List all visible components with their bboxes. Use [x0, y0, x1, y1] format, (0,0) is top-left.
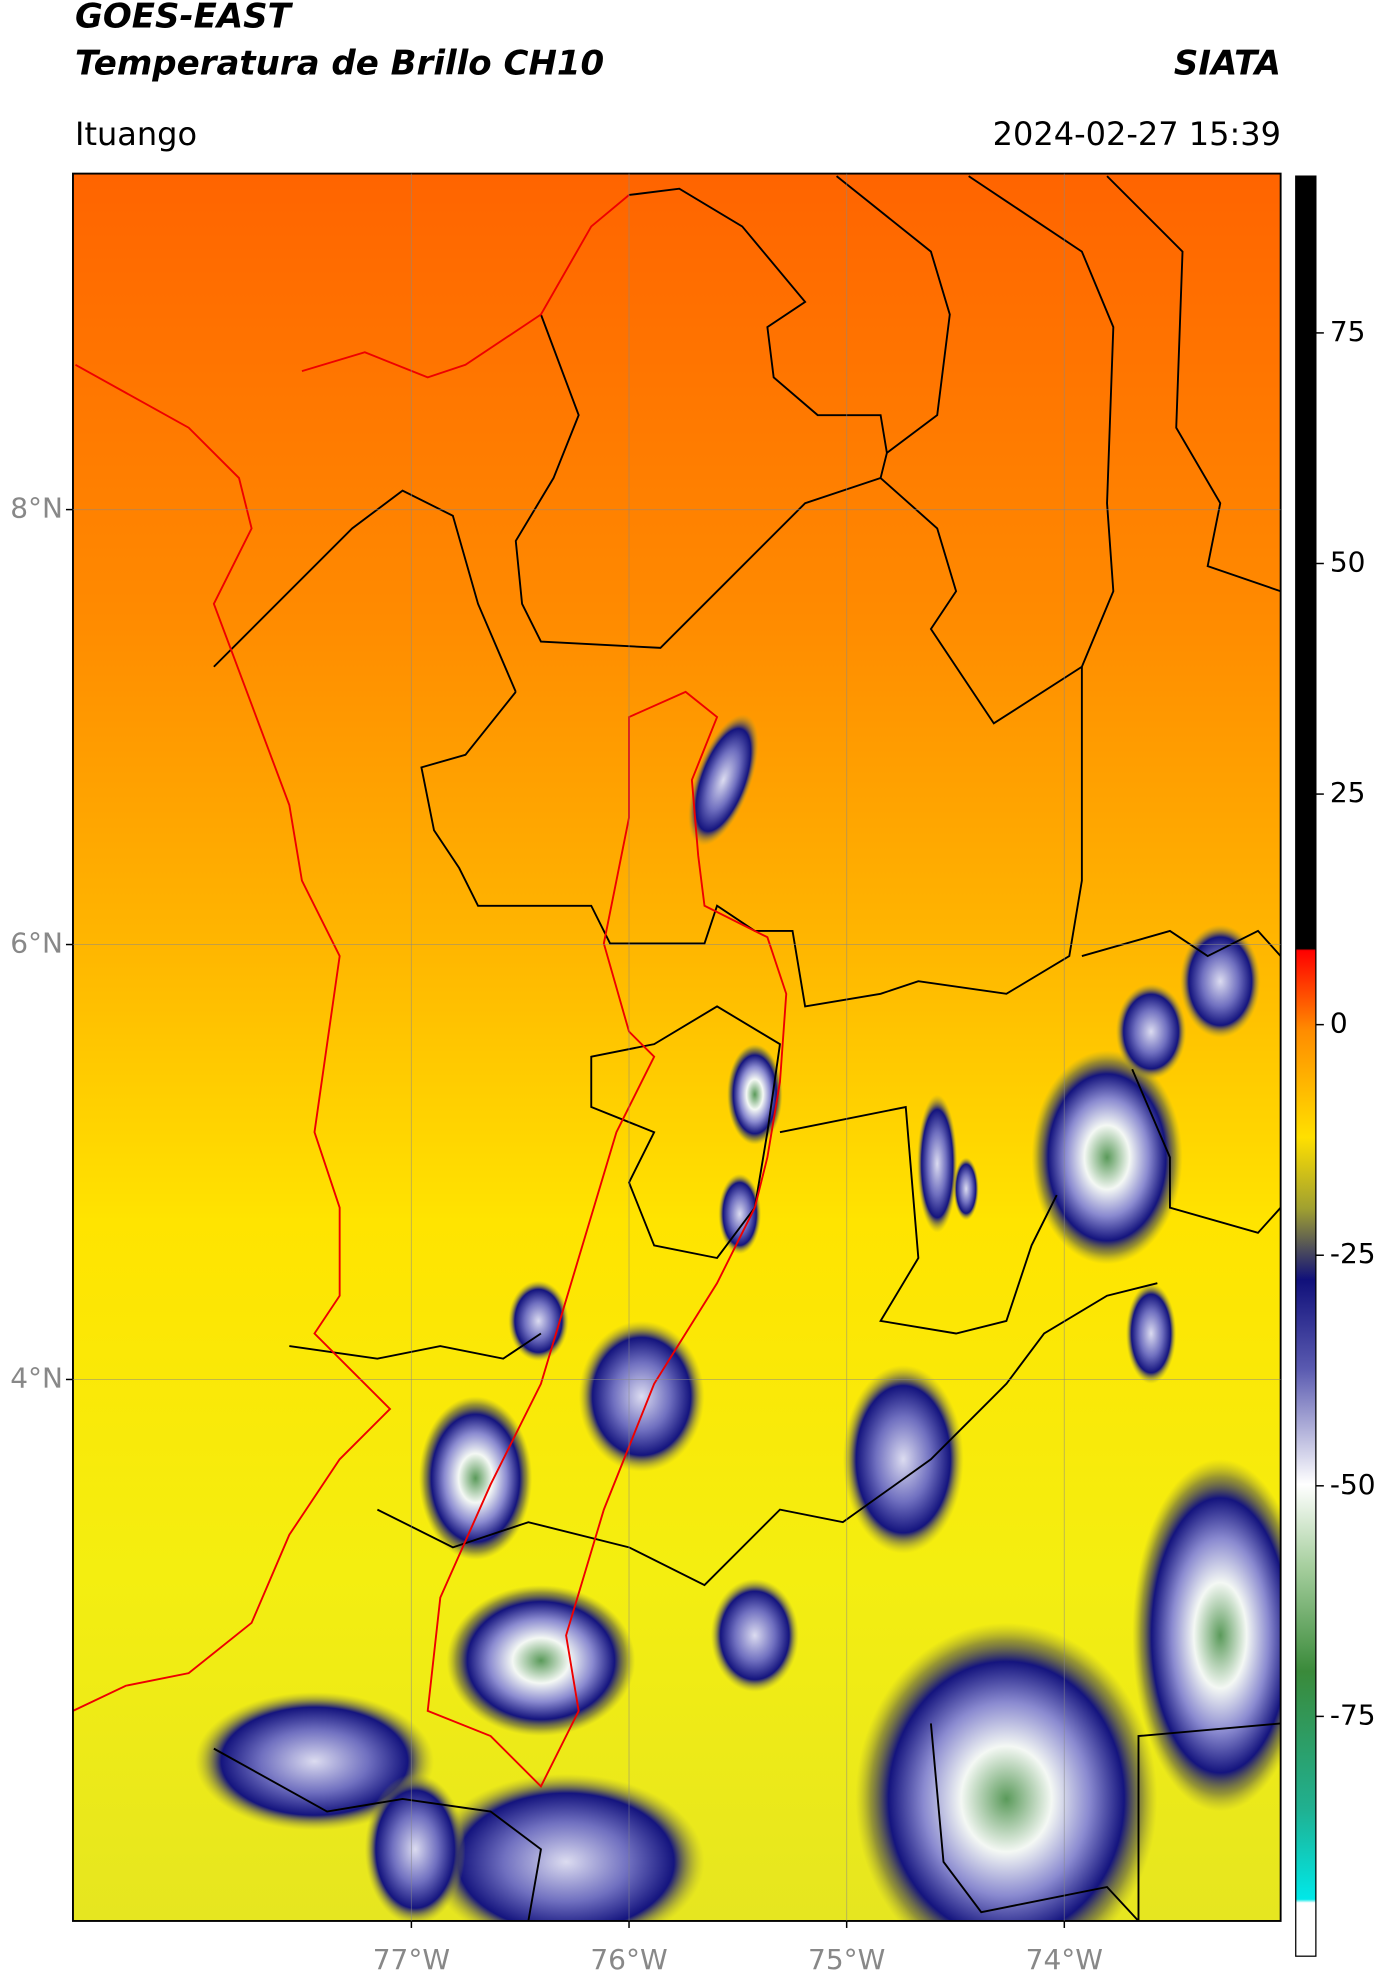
colorbar-tick-label: -50	[1330, 1468, 1376, 1501]
colorbar-tick-label: -25	[1330, 1237, 1376, 1270]
subtitle: Temperatura de Brillo CH10	[75, 44, 604, 84]
x-tick-label: 76°W	[590, 1943, 667, 1976]
x-tick-label: 74°W	[1026, 1943, 1103, 1976]
y-tick-label: 8°N	[10, 492, 63, 525]
title: GOES-EAST	[75, 0, 294, 37]
background-field	[72, 173, 1281, 1921]
x-tick-label: 77°W	[373, 1943, 450, 1976]
colorbar-tick-label: -75	[1330, 1698, 1376, 1731]
y-tick-label: 6°N	[10, 927, 63, 960]
brand: SIATA	[1174, 44, 1281, 84]
map	[72, 172, 1317, 1957]
admin-borders	[213, 175, 1281, 1921]
colorbar-tick-label: 25	[1330, 776, 1366, 809]
colorbar-tick-label: 50	[1330, 545, 1366, 578]
datetime: 2024-02-27 15:39	[993, 115, 1281, 153]
x-tick-label: 75°W	[808, 1943, 885, 1976]
cloud-tops	[194, 714, 1281, 1921]
map-frame	[72, 172, 1282, 1922]
colorbar	[1295, 175, 1317, 1957]
colorbar-tick-label: 0	[1330, 1007, 1348, 1040]
colorbar-tick-label: 75	[1330, 315, 1366, 348]
y-tick-label: 4°N	[10, 1361, 63, 1394]
location: Ituango	[75, 115, 197, 153]
